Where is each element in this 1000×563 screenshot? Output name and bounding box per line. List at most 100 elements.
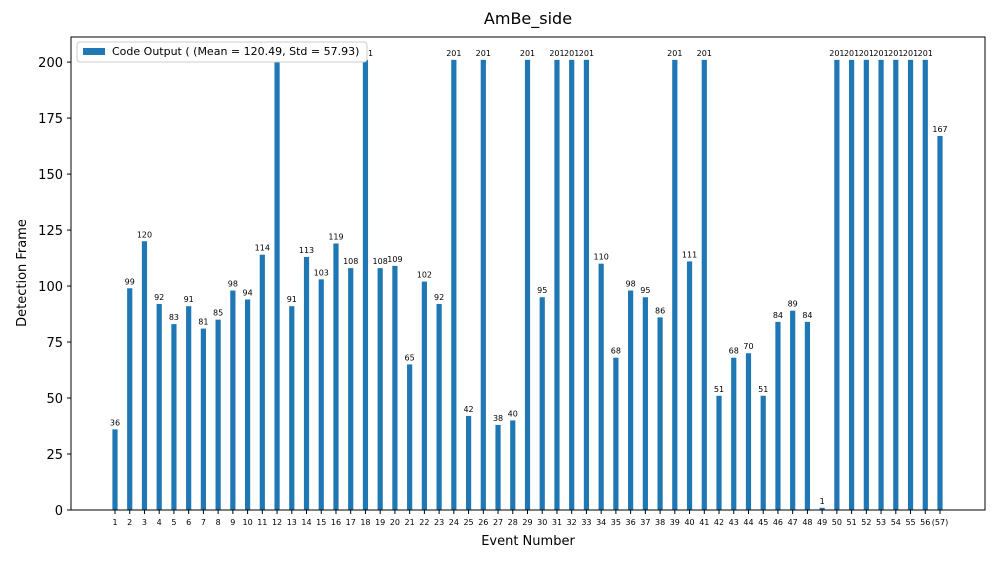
value-label: 119 (328, 232, 343, 241)
bar (760, 395, 766, 510)
x-tick-label: 55 (905, 518, 915, 527)
bar (436, 303, 442, 510)
bar (672, 59, 678, 510)
bar (790, 310, 796, 510)
value-label: 201 (903, 49, 918, 58)
x-tick-label: 11 (257, 518, 267, 527)
value-label: 201 (829, 49, 844, 58)
y-tick-label: 0 (55, 504, 63, 519)
bar (259, 254, 265, 510)
x-tick-label: 41 (699, 518, 709, 527)
bar (200, 328, 206, 510)
value-label: 201 (446, 49, 461, 58)
bar (171, 324, 177, 510)
y-tick-label: 150 (38, 168, 63, 183)
value-label: 94 (242, 288, 252, 297)
x-tick-label: 18 (360, 518, 370, 527)
bar (657, 317, 663, 510)
bar (510, 420, 516, 510)
bar (878, 59, 884, 510)
value-label: 113 (299, 246, 314, 255)
value-label: 201 (579, 49, 594, 58)
x-tick-label: 17 (346, 518, 356, 527)
x-tick-label: 33 (581, 518, 591, 527)
x-tick-label: 24 (449, 518, 459, 527)
y-tick-label: 175 (38, 112, 63, 127)
x-tick-label: 30 (537, 518, 547, 527)
value-label: 201 (697, 49, 712, 58)
x-tick-label: 16 (331, 518, 341, 527)
bar (863, 59, 869, 510)
bar (613, 357, 619, 510)
x-tick-label: 8 (216, 518, 221, 527)
value-label: 201 (476, 49, 491, 58)
bar (642, 297, 648, 510)
legend-box (76, 41, 368, 63)
legend-swatch (83, 48, 105, 55)
bar (112, 429, 118, 510)
x-tick-label: 47 (788, 518, 798, 527)
value-label: 99 (125, 277, 135, 286)
x-tick-label: 37 (640, 518, 650, 527)
bar (303, 256, 310, 510)
value-label: 86 (655, 306, 665, 315)
x-tick-label: 50 (832, 518, 842, 527)
value-label: 51 (758, 385, 768, 394)
bar (893, 59, 899, 510)
bar (731, 357, 737, 510)
x-tick-label: 23 (434, 518, 444, 527)
bar (348, 268, 354, 510)
bar (701, 59, 707, 510)
x-axis-label: Event Number (481, 534, 575, 549)
value-label: 98 (228, 280, 238, 289)
bar (937, 135, 943, 511)
y-tick-label: 25 (46, 448, 63, 463)
bar (362, 59, 369, 510)
value-label: 201 (667, 49, 682, 58)
bar (524, 59, 531, 510)
chart-title: AmBe_side (484, 9, 572, 29)
value-label: 91 (287, 295, 297, 304)
value-label: 92 (154, 293, 164, 302)
value-label: 83 (169, 313, 179, 322)
x-tick-label: 27 (493, 518, 503, 527)
bar (186, 306, 192, 510)
y-tick-label: 50 (46, 392, 63, 407)
legend-label: Code Output ( (Mean = 120.49, Std = 57.9… (112, 45, 359, 58)
value-label: 84 (773, 311, 783, 320)
value-label: 108 (373, 257, 388, 266)
bar (392, 265, 398, 510)
x-tick-label: 20 (390, 518, 400, 527)
x-tick-label: 28 (508, 518, 518, 527)
x-tick-label: 5 (171, 518, 176, 527)
bar (230, 290, 236, 510)
x-tick-label: 45 (758, 518, 768, 527)
bar (583, 59, 590, 510)
value-label: 201 (873, 49, 888, 58)
x-tick-label: 15 (316, 518, 326, 527)
value-label: 114 (255, 244, 270, 253)
legend: Code Output ( (Mean = 120.49, Std = 57.9… (76, 41, 368, 63)
value-label: 98 (626, 280, 636, 289)
y-tick-label: 200 (38, 56, 63, 71)
x-tick-label: 36 (626, 518, 636, 527)
value-label: 109 (387, 255, 402, 264)
x-tick-label: 34 (596, 518, 606, 527)
value-label: 201 (859, 49, 874, 58)
bar (480, 59, 486, 510)
value-label: 201 (918, 49, 933, 58)
x-tick-label: 2 (127, 518, 132, 527)
x-tick-label: 56 (920, 518, 930, 527)
bar (141, 241, 148, 510)
x-tick-label: 46 (773, 518, 783, 527)
y-tick-label: 100 (38, 280, 63, 295)
x-tick-label: 35 (611, 518, 621, 527)
bar (922, 59, 928, 510)
x-tick-label: 6 (186, 518, 191, 527)
bar (127, 288, 133, 510)
x-tick-label: 44 (743, 518, 753, 527)
value-label: 51 (714, 385, 724, 394)
value-label: 103 (314, 268, 329, 277)
bar (215, 319, 221, 510)
